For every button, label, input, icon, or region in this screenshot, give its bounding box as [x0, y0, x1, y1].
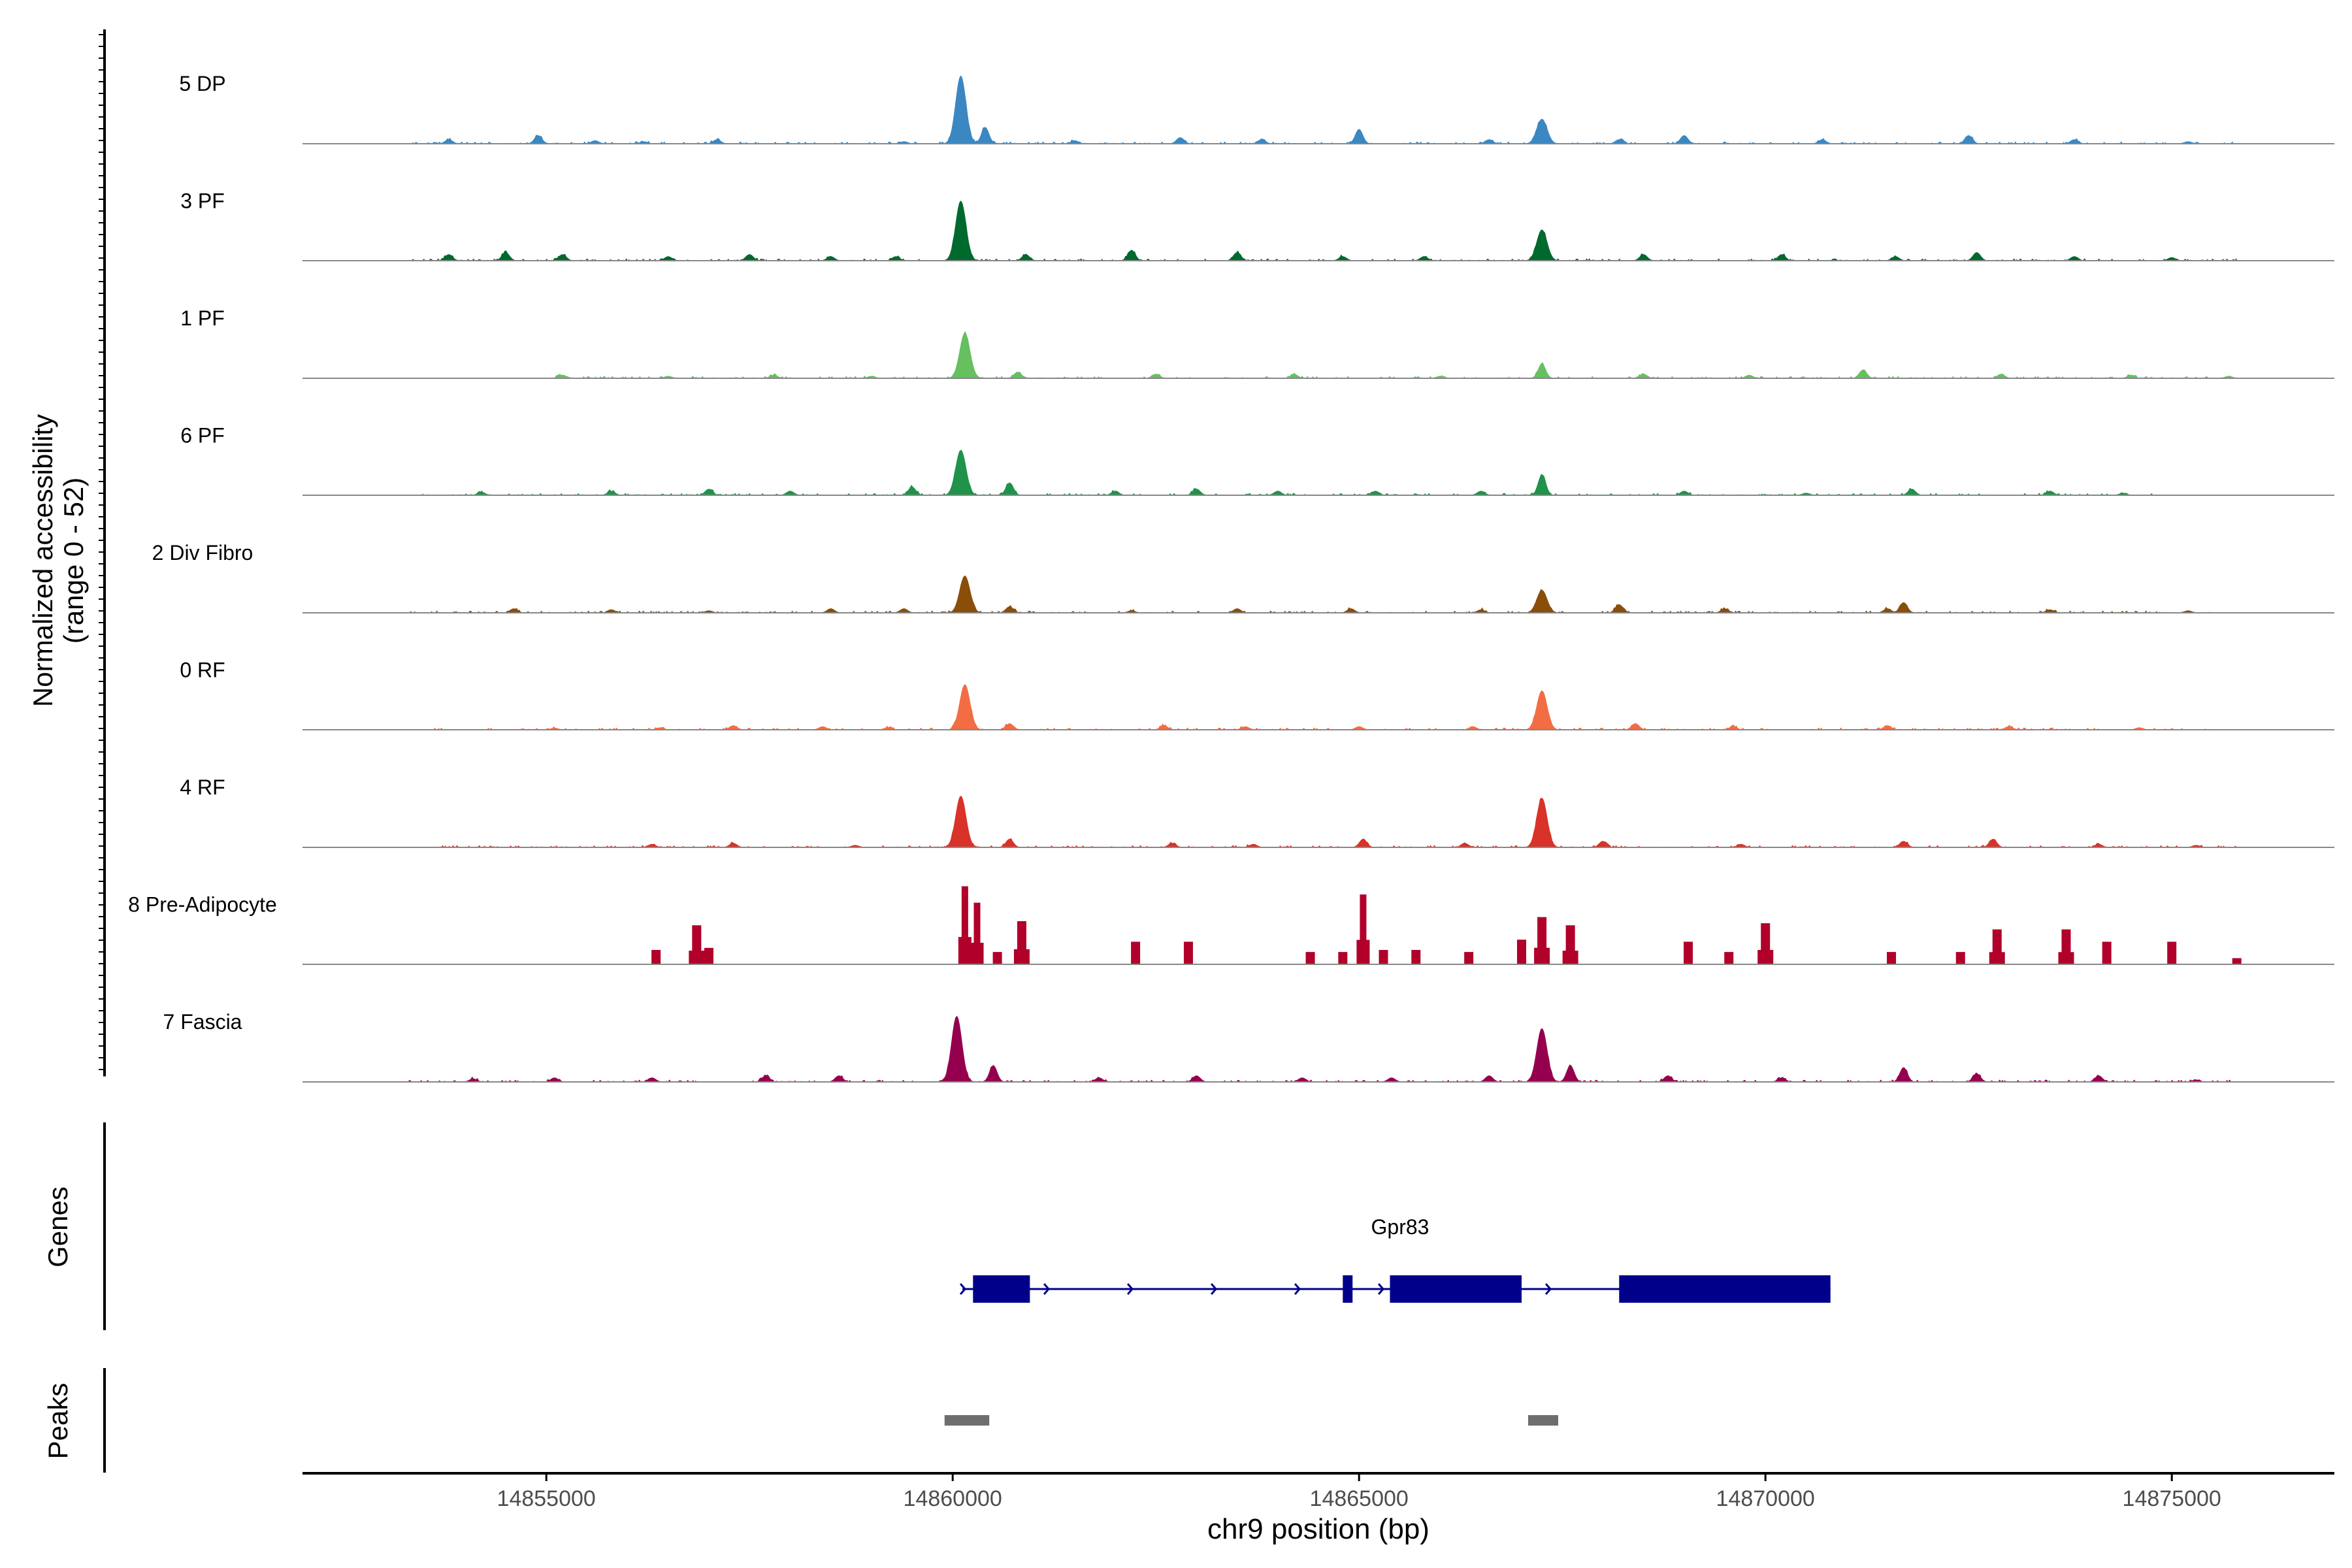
x-tick-label: 14860000 — [904, 1486, 1002, 1511]
pileup-bar — [1338, 952, 1348, 964]
pileup-bar — [651, 949, 661, 964]
pileup-bar — [961, 886, 968, 964]
pileup-bar — [1562, 951, 1578, 964]
coverage-y-axis — [99, 29, 106, 1077]
gene-strand-arrow — [1126, 1283, 1134, 1295]
gene-strand-arrow — [1544, 1283, 1552, 1295]
peak-track — [944, 1415, 1558, 1426]
pileup-bar — [992, 952, 1002, 964]
pileup-bar — [1379, 949, 1388, 964]
gene-exon — [1390, 1275, 1522, 1303]
pileup-bar — [689, 951, 705, 964]
track-label: 7 Fascia — [163, 1010, 242, 1034]
peak-region — [1527, 1415, 1558, 1426]
pileup-bar — [1955, 952, 1965, 964]
pileup-bar — [1724, 952, 1734, 964]
pileup-bar — [973, 902, 981, 964]
pileup-bar — [1989, 952, 2005, 964]
track-4-rf: 4 RF — [180, 776, 2334, 848]
track-label: 6 PF — [180, 424, 225, 448]
x-tick-label: 14875000 — [2123, 1486, 2221, 1511]
track-7-fascia: 7 Fascia — [163, 1010, 2334, 1083]
pileup-bar — [1411, 949, 1421, 964]
track-2-div-fibro: 2 Div Fibro — [152, 541, 2334, 613]
pileup-bar — [1183, 941, 1193, 964]
gene-strand-arrow — [1294, 1283, 1301, 1295]
pileup-bar — [2232, 958, 2242, 964]
pileup-bar — [1305, 952, 1315, 964]
pileup-bar — [958, 937, 972, 964]
gene-track — [959, 1275, 1831, 1303]
track-6-pf: 6 PF — [180, 424, 2334, 496]
track-3-pf: 3 PF — [180, 189, 2334, 261]
gene-exon — [1343, 1275, 1353, 1303]
x-tick-label: 14855000 — [497, 1486, 596, 1511]
track-label: 5 DP — [179, 72, 225, 95]
gene-name-label: Gpr83 — [1371, 1215, 1429, 1239]
pileup-bar — [1131, 941, 1141, 964]
pileup-bar — [1517, 939, 1526, 964]
pileup-bar — [1887, 952, 1897, 964]
pileup-bar — [1356, 939, 1370, 964]
track-8-pre-adipocyte: 8 Pre-Adipocyte — [128, 886, 2334, 965]
track-label: 4 RF — [180, 776, 225, 799]
gene-exon — [973, 1275, 1030, 1303]
pileup-bar — [2058, 952, 2074, 964]
x-axis-ticks: 14855000 14860000 14865000 14870000 14875000 — [497, 1473, 2221, 1511]
track-label: 2 Div Fibro — [152, 541, 253, 564]
y-axis-label-line2: (range 0 - 52) — [58, 478, 89, 644]
x-axis-label: chr9 position (bp) — [1207, 1513, 1429, 1545]
x-tick-label: 14865000 — [1310, 1486, 1409, 1511]
x-tick-label: 14870000 — [1716, 1486, 1815, 1511]
pileup-bar — [1464, 952, 1474, 964]
pileup-bar — [2102, 941, 2112, 964]
gene-exon — [1619, 1275, 1831, 1303]
gene-strand-arrow — [1377, 1283, 1385, 1295]
track-label: 0 RF — [180, 659, 225, 682]
track-label: 3 PF — [180, 189, 225, 213]
track-1-pf: 1 PF — [180, 306, 2334, 379]
track-5-dp: 5 DP — [179, 72, 2334, 144]
y-axis-label-line1: Normalized accessibility — [27, 414, 58, 707]
pileup-bar — [970, 942, 984, 964]
pileup-bar — [1534, 947, 1550, 964]
pileup-bar — [1360, 894, 1367, 964]
peaks-panel-label: Peaks — [42, 1383, 73, 1460]
track-label: 8 Pre-Adipocyte — [128, 893, 277, 917]
track-label: 1 PF — [180, 306, 225, 330]
genes-panel-label: Genes — [42, 1186, 73, 1267]
pileup-bar — [1013, 949, 1030, 964]
peak-region — [944, 1415, 990, 1426]
pileup-bar — [1757, 949, 1774, 964]
pileup-bar — [2167, 941, 2177, 964]
pileup-bar — [1684, 941, 1693, 964]
track-0-rf: 0 RF — [180, 659, 2334, 730]
coverage-tracks: 5 DP 3 PF 1 PF 6 PF 2 Div Fibro 0 RF 4 RF 8 Pre… — [128, 72, 2334, 1083]
gene-strand-arrow — [1210, 1283, 1218, 1295]
gene-strand-arrow — [1043, 1283, 1051, 1295]
gene-strand-arrow — [959, 1283, 967, 1295]
pileup-bar — [704, 947, 713, 964]
